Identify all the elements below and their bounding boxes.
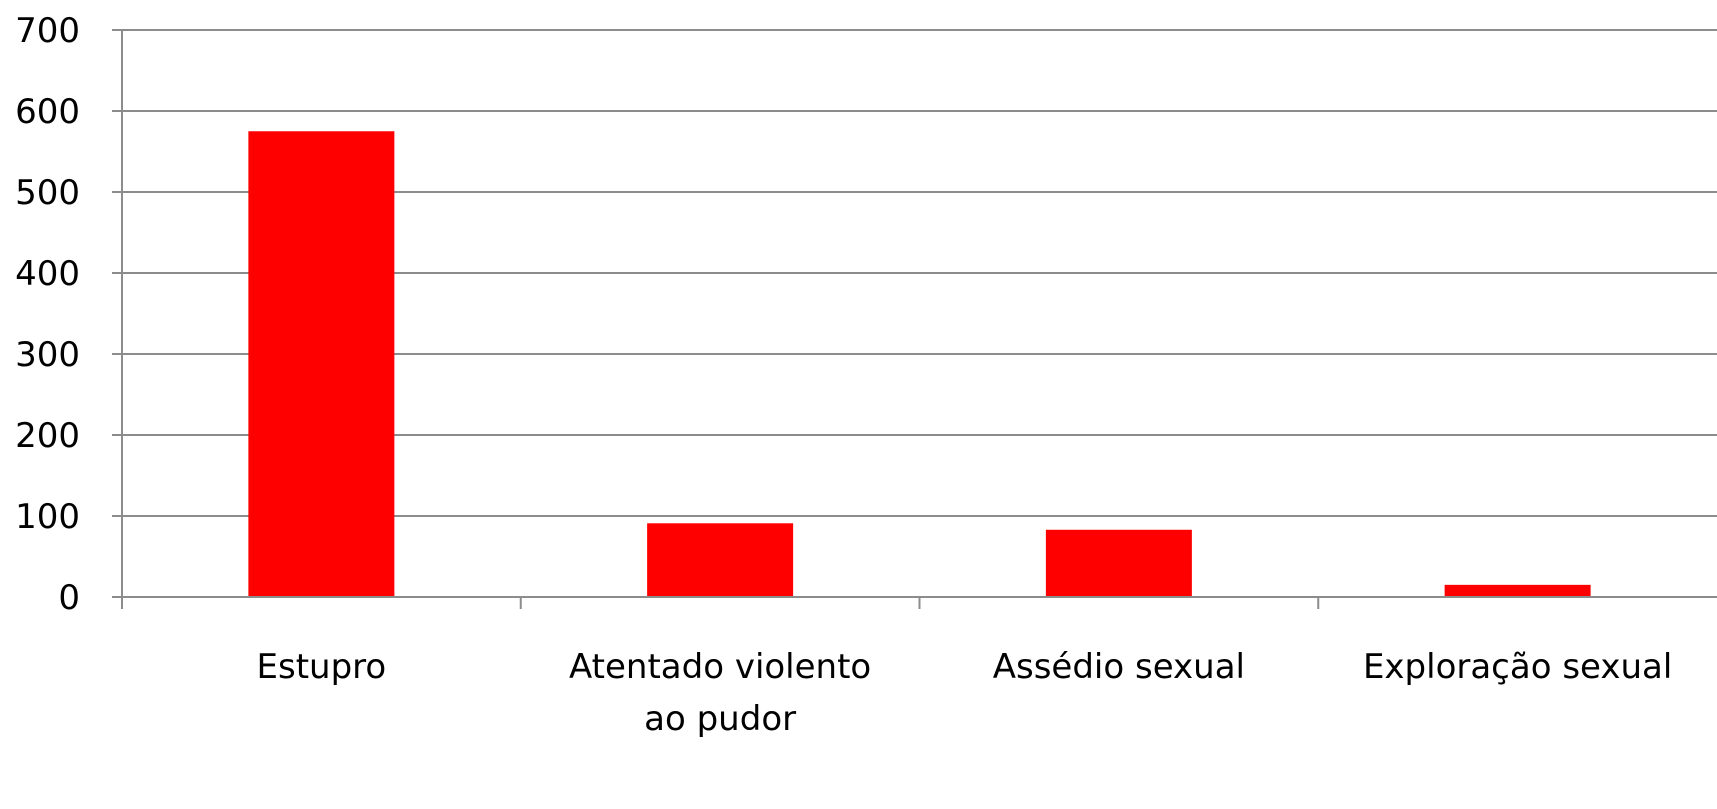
x-category-label-line: Estupro: [257, 647, 387, 687]
bar-0: [248, 131, 395, 597]
axes: [112, 29, 1717, 609]
y-tick-label: 500: [15, 173, 80, 213]
x-axis-category-labels: Estupro Atentado violento ao pudor Assédio …: [257, 647, 1673, 739]
y-tick-label: 600: [15, 92, 80, 132]
x-category-label: Assédio sexual: [993, 647, 1245, 687]
x-category-label-line: Assédio sexual: [993, 647, 1245, 687]
x-category-label: Atentado violento ao pudor: [569, 647, 871, 739]
bar-1: [647, 523, 794, 597]
x-category-label-line: Atentado violento: [569, 647, 871, 687]
y-tick-label: 100: [15, 497, 80, 537]
x-category-label-line: ao pudor: [644, 699, 796, 739]
bar-2: [1045, 529, 1192, 597]
y-tick-label: 400: [15, 254, 80, 294]
bars: [248, 131, 1591, 597]
y-tick-label: 0: [58, 578, 80, 618]
y-tick-label: 300: [15, 335, 80, 375]
y-tick-label: 700: [15, 11, 80, 51]
x-category-label: Exploração sexual: [1363, 647, 1672, 687]
bar-3: [1444, 584, 1591, 597]
x-category-label-line: Exploração sexual: [1363, 647, 1672, 687]
y-axis-tick-labels: 0 100 200 300 400 500 600 700: [15, 11, 80, 618]
x-category-label: Estupro: [257, 647, 387, 687]
y-tick-label: 200: [15, 416, 80, 456]
